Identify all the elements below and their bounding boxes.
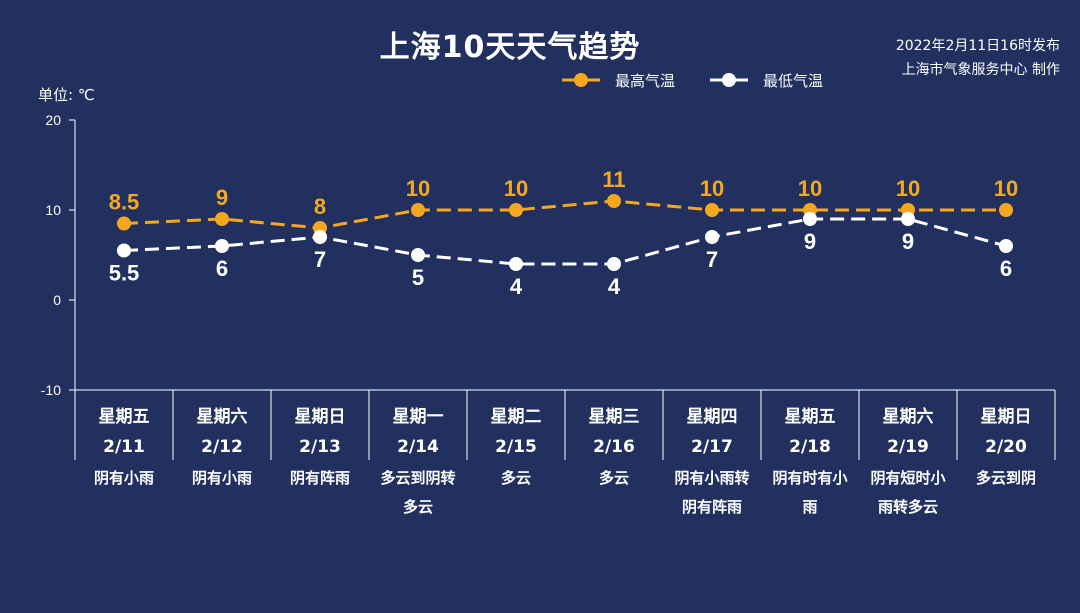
category-weather: 多云到阴 [976, 469, 1036, 487]
publisher: 上海市气象服务中心 制作 [901, 62, 1060, 78]
data-point-low [215, 239, 229, 253]
category-axis: 星期五 2/11 阴有小雨 星期六 2/12 阴有小雨 星期日 2/13 阴有阵雨 星期一 2/14… [74, 390, 1056, 516]
data-label-high: 10 [406, 176, 430, 201]
chart-title: 上海10天天气趋势 [379, 30, 641, 65]
data-point-low [803, 212, 817, 226]
category-date: 2/11 [103, 437, 145, 457]
series-line-high [123, 199, 1006, 230]
category-date: 2/16 [593, 437, 635, 457]
data-label-low: 4 [510, 274, 523, 299]
category-weekday: 星期六 [883, 406, 934, 427]
category-weather: 阴有阵雨 [290, 469, 350, 487]
data-point-high [705, 203, 719, 217]
data-point-low [411, 248, 425, 262]
category-weather: 多云 [599, 469, 629, 487]
category-date: 2/20 [985, 437, 1027, 457]
category-weather: 雨 [802, 498, 817, 516]
data-point-low [117, 243, 131, 258]
data-label-high: 10 [700, 176, 724, 201]
category-weather: 阴有小雨 [94, 469, 154, 487]
category-weekday: 星期六 [197, 406, 248, 427]
data-label-high: 11 [602, 167, 625, 192]
category-weather: 多云到阴转 [380, 469, 455, 487]
category-weather: 阴有小雨 [192, 469, 252, 487]
y-tick-label: 0 [53, 292, 61, 308]
legend-marker-high [574, 73, 588, 87]
category-weather: 多云 [501, 469, 531, 487]
y-tick-label: 20 [45, 112, 61, 128]
data-label-high: 10 [504, 176, 528, 201]
y-axis-unit: 单位: ℃ [38, 86, 95, 104]
data-point-low [313, 230, 327, 244]
data-point-low [705, 230, 719, 244]
data-label-high: 8 [314, 194, 326, 219]
data-label-low: 5.5 [109, 261, 140, 286]
y-tick-label: 10 [45, 202, 61, 218]
data-label-high: 10 [798, 176, 822, 201]
data-label-high: 9 [216, 185, 228, 210]
category-weather: 雨转多云 [878, 498, 938, 516]
data-label-low: 9 [804, 229, 816, 254]
category-date: 2/15 [495, 437, 537, 457]
series-line-low [123, 217, 1007, 266]
y-tick-label: -10 [41, 382, 61, 398]
publish-info: 2022年2月11日16时发布 上海市气象服务中心 制作 [896, 34, 1060, 82]
data-label-low: 5 [412, 265, 424, 290]
data-point-low [901, 212, 915, 226]
data-point-high [117, 216, 131, 231]
data-label-high: 8.5 [109, 190, 140, 215]
data-point-low [509, 257, 523, 271]
data-point-high [411, 203, 425, 217]
data-label-low: 7 [706, 247, 718, 272]
data-point-high [509, 203, 523, 217]
data-label-low: 7 [314, 247, 326, 272]
axes: 20 10 0 -10 [41, 112, 1055, 398]
category-weather: 阴有阵雨 [682, 498, 742, 516]
category-weekday: 星期日 [295, 407, 346, 427]
data-label-high: 10 [896, 176, 920, 201]
data-point-high [215, 212, 229, 226]
category-weekday: 星期五 [785, 407, 836, 427]
category-date: 2/19 [887, 437, 929, 457]
legend-marker-low [722, 73, 736, 87]
category-weekday: 星期二 [491, 407, 542, 427]
data-point-high [999, 203, 1013, 217]
publish-time: 2022年2月11日16时发布 [895, 38, 1060, 54]
category-date: 2/12 [201, 437, 243, 457]
data-label-low: 6 [216, 256, 228, 281]
category-weekday: 星期三 [589, 407, 640, 427]
category-date: 2/13 [299, 437, 341, 457]
data-label-high: 10 [994, 176, 1018, 201]
data-point-low [607, 257, 621, 271]
category-weekday: 星期五 [99, 407, 150, 427]
data-point-high [607, 194, 621, 208]
category-weekday: 星期四 [687, 407, 738, 427]
data-point-low [999, 239, 1013, 253]
series-lines: 8.5 9 8 10 10 11 10 10 10 10 5.5 6 7 5 4 4 7 9 9 6 [109, 167, 1019, 299]
category-weather: 阴有时有小 [772, 469, 847, 487]
legend-label-low: 最低气温 [763, 72, 823, 90]
data-label-low: 9 [902, 229, 914, 254]
legend: 最高气温 最低气温 [562, 72, 823, 90]
category-date: 2/14 [397, 437, 439, 457]
category-weather: 阴有短时小 [870, 469, 945, 487]
legend-label-high: 最高气温 [615, 72, 675, 90]
category-weekday: 星期一 [393, 407, 444, 427]
category-weather: 阴有小雨转 [674, 469, 749, 487]
data-label-low: 4 [608, 274, 621, 299]
category-date: 2/17 [691, 437, 733, 457]
data-label-low: 6 [1000, 256, 1012, 281]
category-weekday: 星期日 [981, 407, 1032, 427]
category-weather: 多云 [403, 498, 433, 516]
category-date: 2/18 [789, 437, 831, 457]
